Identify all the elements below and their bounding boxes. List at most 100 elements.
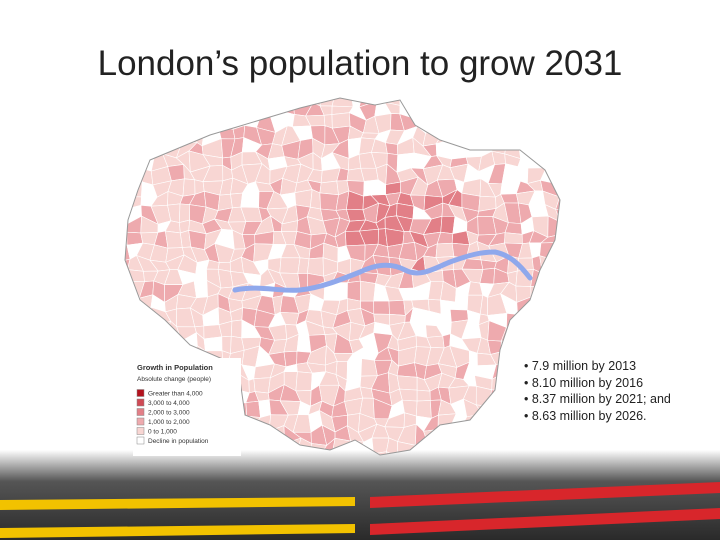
- map-area: [139, 320, 158, 337]
- map-area: [193, 280, 208, 299]
- map-area: [569, 243, 587, 258]
- map-area: [449, 99, 470, 116]
- map-area: [518, 101, 532, 118]
- map-area: [230, 319, 243, 339]
- map-area: [388, 299, 406, 316]
- map-area: [204, 98, 223, 107]
- bullet: 8.37 million by 2021; and: [524, 391, 671, 408]
- map-area: [153, 115, 168, 133]
- legend-label: 0 to 1,000: [148, 429, 177, 436]
- map-area: [179, 98, 198, 105]
- map-area: [474, 99, 491, 118]
- map-area: [114, 389, 125, 406]
- map-area: [557, 424, 560, 441]
- map-area: [573, 233, 585, 247]
- map-area: [293, 98, 315, 104]
- map-area: [234, 98, 248, 119]
- map-area: [307, 257, 324, 277]
- legend-label: 3,000 to 4,000: [148, 400, 190, 407]
- legend-items: Greater than 4,000 3,000 to 4,000 2,000 to…: [136, 389, 209, 445]
- map-area: [376, 98, 387, 103]
- map-area: [529, 126, 548, 145]
- map-area: [416, 389, 431, 402]
- map-area: [126, 125, 144, 147]
- map-area: [542, 98, 560, 116]
- map-area: [438, 99, 455, 116]
- map-area: [166, 103, 184, 118]
- map-area: [253, 377, 271, 394]
- map-area: [130, 165, 143, 185]
- map-area: [554, 132, 560, 141]
- bullet: 7.9 million by 2013: [524, 358, 671, 375]
- map-area: [531, 424, 548, 444]
- map-area: [125, 413, 130, 432]
- map-area: [162, 126, 183, 144]
- legend-swatch: [136, 427, 145, 435]
- map-area: [424, 100, 441, 116]
- map-area: [203, 324, 223, 340]
- map-area: [529, 114, 548, 133]
- map-area: [525, 334, 549, 348]
- map-area: [568, 255, 587, 273]
- map-area: [399, 388, 418, 402]
- map-area: [541, 284, 560, 298]
- map-area: [126, 114, 144, 129]
- map-area: [125, 98, 127, 106]
- legend-swatch: [136, 398, 145, 407]
- map-area: [546, 137, 560, 160]
- map-area: [556, 98, 560, 116]
- bullet-list: 7.9 million by 20138.10 million by 20168…: [524, 358, 671, 424]
- map-area: [425, 114, 445, 134]
- map-area: [569, 131, 584, 142]
- legend-swatch: [136, 417, 145, 426]
- map-area: [125, 334, 128, 353]
- map-area: [125, 319, 130, 342]
- stripe: [370, 508, 720, 535]
- map-area: [193, 98, 211, 103]
- map-area: [139, 333, 158, 353]
- map-area: [219, 98, 237, 119]
- map-area: [462, 98, 479, 107]
- map-area: [541, 294, 560, 314]
- map-area: [245, 400, 261, 418]
- legend-title: Growth in Population: [137, 363, 213, 372]
- map-area: [252, 425, 273, 444]
- map-area: [193, 111, 209, 131]
- map-area: [154, 98, 171, 108]
- map-area: [559, 323, 560, 341]
- map-area: [491, 411, 507, 432]
- map-area: [169, 98, 181, 108]
- map-area: [517, 137, 535, 160]
- map-area: [409, 98, 432, 106]
- map-area: [125, 98, 145, 108]
- map-area: [164, 230, 183, 249]
- legend-label: 1,000 to 2,000: [148, 419, 190, 426]
- map-area: [526, 98, 547, 107]
- map-area: [567, 190, 583, 212]
- map-area: [125, 319, 145, 336]
- map-area: [424, 98, 441, 107]
- map-area: [125, 104, 145, 120]
- map-area: [152, 138, 167, 155]
- map-area: [217, 116, 235, 130]
- map-area: [137, 125, 155, 147]
- map-area: [440, 216, 456, 235]
- map-area: [162, 114, 184, 133]
- map-area: [559, 180, 560, 198]
- map-area: [207, 98, 223, 117]
- map-area: [180, 101, 198, 117]
- map-area: [555, 272, 560, 288]
- map-area: [268, 425, 285, 445]
- map-area: [554, 139, 560, 160]
- map-area: [569, 336, 585, 353]
- map-area: [568, 271, 584, 286]
- map-area: [319, 180, 339, 196]
- map-area: [467, 128, 479, 146]
- map-area: [137, 139, 156, 155]
- map-area: [258, 399, 272, 418]
- map-area: [504, 410, 518, 427]
- map-area: [240, 191, 260, 208]
- map-area: [568, 168, 583, 184]
- map-area: [415, 400, 432, 419]
- legend-swatch: [136, 408, 145, 416]
